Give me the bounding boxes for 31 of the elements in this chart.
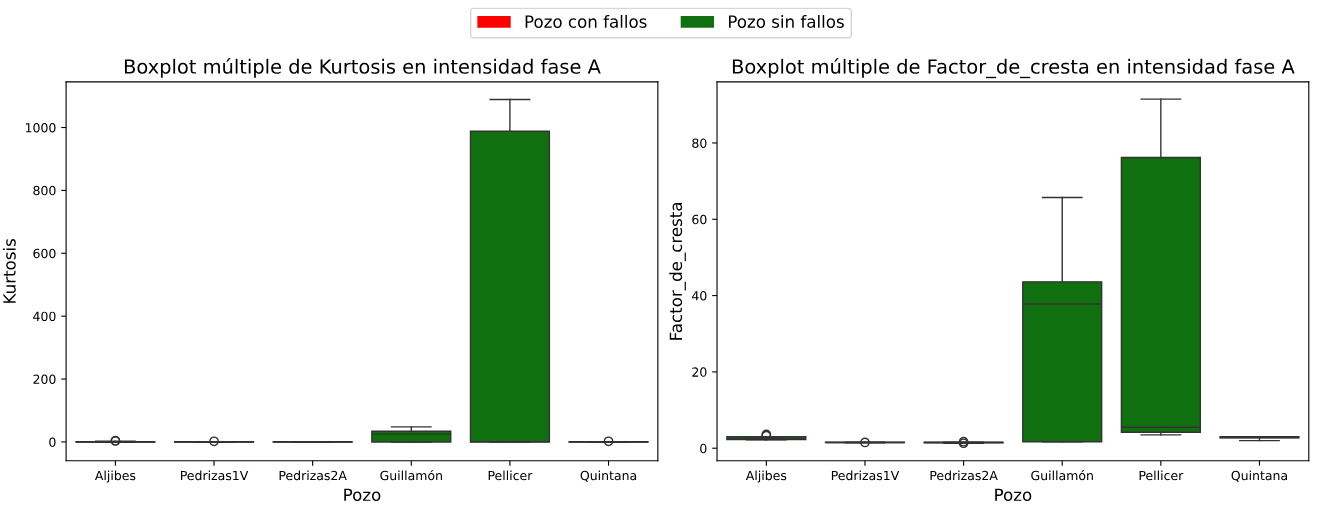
- x-tick-label: Pedrizas2A: [279, 470, 347, 481]
- y-tick-label: 400: [33, 311, 56, 322]
- x-tick-label: Quintana: [580, 470, 637, 482]
- x-tick-label: Guillamón: [380, 470, 442, 481]
- y-tick-label: 80: [692, 138, 707, 148]
- y-tick-label: 40: [692, 291, 707, 301]
- legend-label: Pozo sin fallos: [728, 15, 844, 28]
- x-tick-label: Pellicer: [1139, 470, 1184, 481]
- y-tick-label: 0: [700, 443, 707, 454]
- x-tick-label: Guillamón: [1031, 470, 1093, 481]
- x-tick-label: Aljibes: [745, 470, 787, 483]
- chart-title: Boxplot múltiple de Factor_de_cresta en intensidad fase A: [732, 58, 1295, 79]
- chart-title: Boxplot múltiple de Kurtosis en intensidad fase A: [124, 58, 601, 78]
- x-tick-label: Pedrizas2A: [930, 470, 998, 481]
- y-tick-label: 600: [33, 248, 56, 259]
- y-tick-label: 800: [33, 185, 56, 196]
- x-tick-label: Aljibes: [94, 470, 136, 483]
- y-tick-label: 20: [692, 367, 707, 377]
- legend-label: Pozo con fallos: [525, 15, 647, 28]
- x-tick-label: Pellicer: [488, 470, 533, 481]
- y-axis-title: Kurtosis: [2, 239, 16, 303]
- x-tick-label: Quintana: [1231, 470, 1287, 482]
- y-axis-title: Factor_de_cresta: [669, 202, 686, 340]
- x-axis-title: Pozo: [344, 488, 381, 502]
- y-tick-label: 0: [49, 437, 56, 447]
- x-axis-title: Pozo: [995, 488, 1032, 502]
- x-tick-label: Pedrizas1V: [831, 470, 900, 481]
- y-tick-label: 1000: [25, 122, 56, 133]
- x-tick-label: Pedrizas1V: [180, 470, 249, 481]
- y-tick-label: 60: [692, 214, 707, 225]
- y-tick-label: 200: [33, 374, 56, 384]
